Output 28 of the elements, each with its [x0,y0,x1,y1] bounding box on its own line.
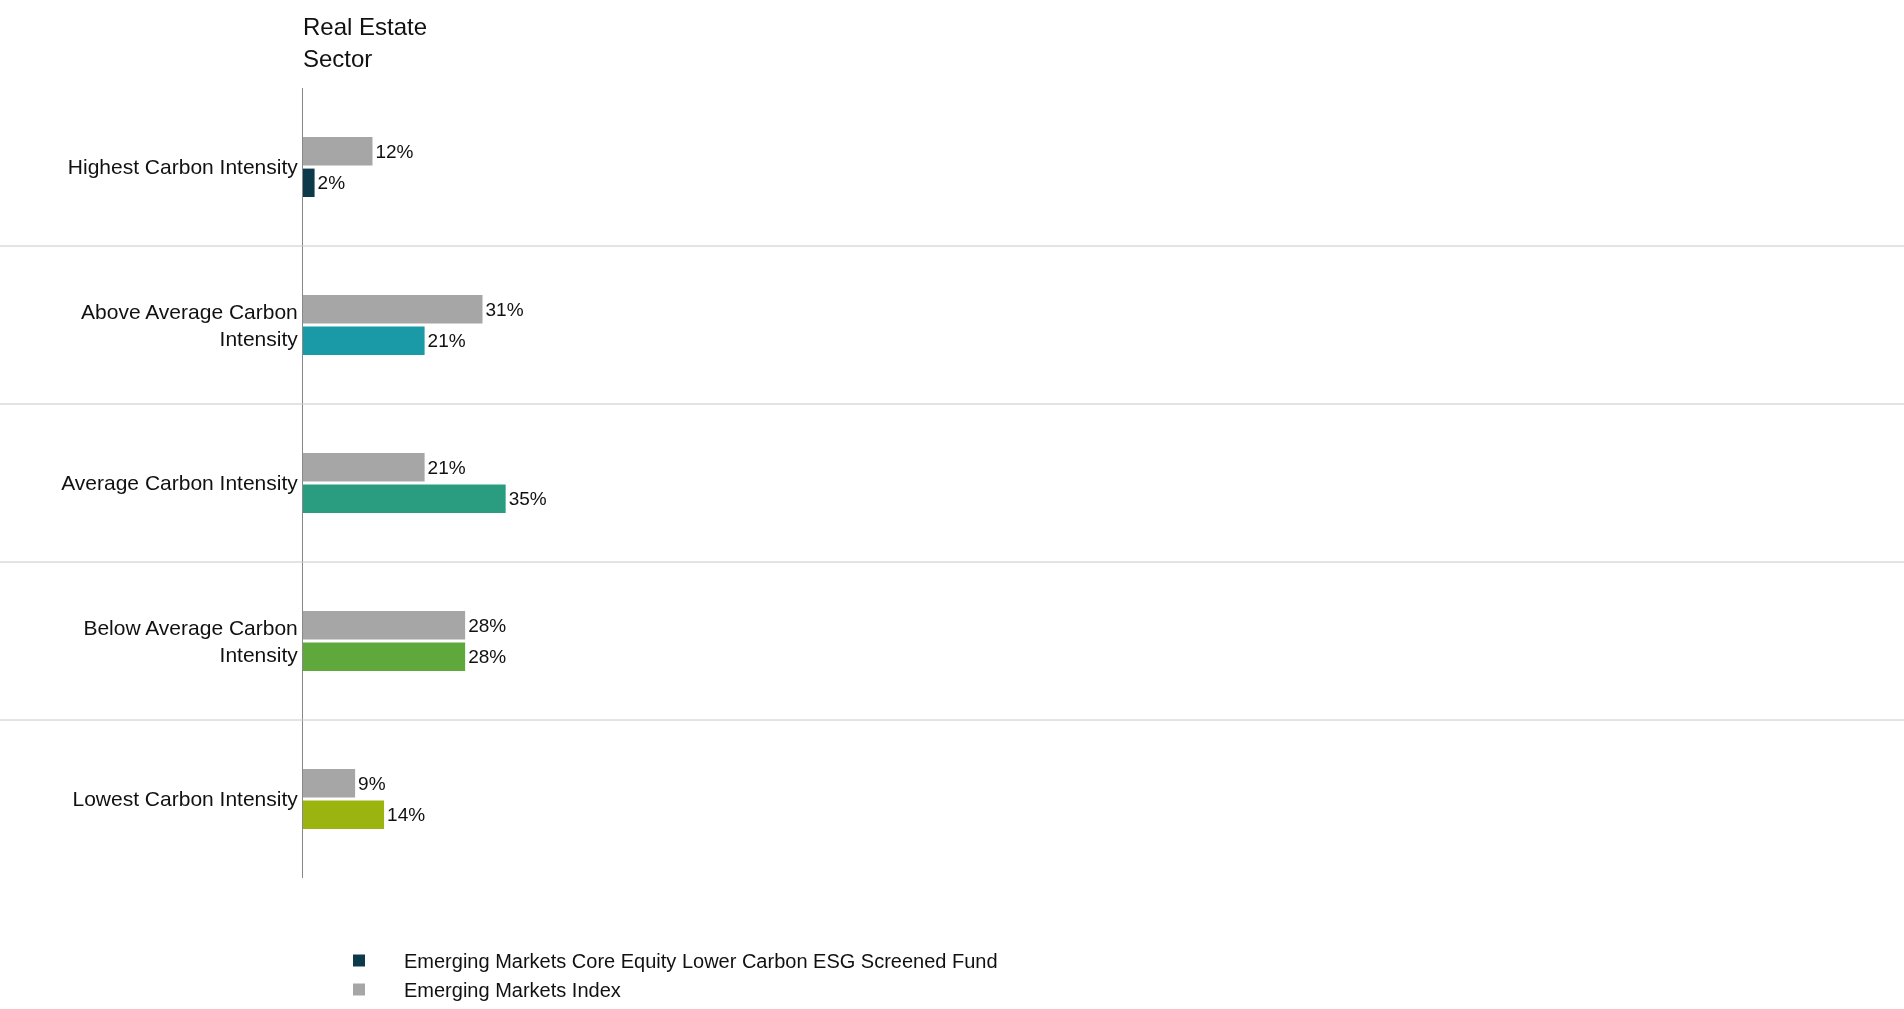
data-label: 31% [485,298,524,320]
y-tick-label: Above Average Carbon Intensity [81,299,299,350]
legend-label: Emerging Markets Index [404,979,621,1002]
bar [303,136,373,166]
bar [303,768,356,798]
y-tick-label: Lowest Carbon Intensity [72,787,299,811]
data-label: 28% [468,614,507,636]
data-label: 21% [427,456,466,478]
bar [303,168,315,198]
bar [303,800,385,830]
data-label: 28% [468,646,507,668]
data-label: 14% [387,804,426,826]
bar [303,326,425,356]
data-label: 2% [317,172,346,194]
data-label: 21% [427,330,466,352]
y-tick-label: Highest Carbon Intensity [67,155,299,179]
bar [303,484,506,514]
bar [303,452,425,482]
bar [303,294,483,324]
data-label: 12% [375,140,414,162]
bar [303,610,466,640]
data-label: 9% [358,772,386,794]
y-tick-label: Below Average Carbon Intensity [83,615,299,666]
chart-title: Real Estate Sector [303,13,428,72]
bar [303,642,466,672]
data-label: 35% [508,488,547,510]
legend-label: Emerging Markets Core Equity Lower Carbon ESG Screened Fund [404,950,998,973]
y-tick-label: Average Carbon Intensity [61,471,299,495]
